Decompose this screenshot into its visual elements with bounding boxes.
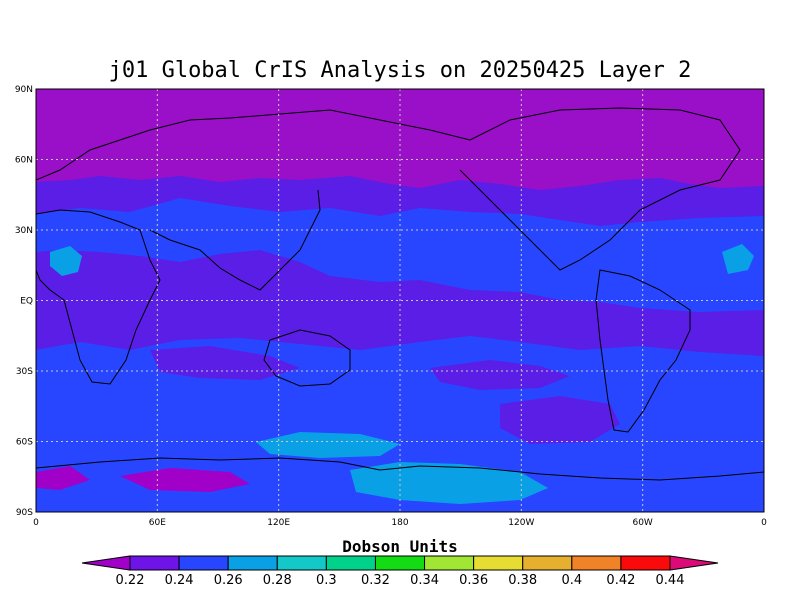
latitude-label: 30S bbox=[16, 367, 33, 377]
colorbar-swatch bbox=[620, 555, 671, 571]
colorbar-swatch bbox=[473, 555, 524, 571]
colorbar-tick-label: 0.3 bbox=[316, 573, 337, 588]
coastline-north-america bbox=[459, 107, 741, 271]
ozone-region-atlantic-high bbox=[722, 244, 754, 274]
coastline-australia bbox=[263, 329, 351, 387]
map-title: j01 Global CrIS Analysis on 20250425 Lay… bbox=[109, 58, 692, 83]
latitude-label: 90S bbox=[16, 508, 33, 518]
longitude-labels: 0 60E 120E 180 120W 60W 0 bbox=[33, 518, 767, 528]
ozone-region-africa-high bbox=[50, 246, 82, 276]
longitude-label: 120E bbox=[267, 518, 290, 528]
coastline-asia-south bbox=[149, 189, 321, 291]
longitude-label: 0 bbox=[761, 518, 767, 528]
longitude-label: 60E bbox=[149, 518, 166, 528]
colorbar-tick-label: 0.32 bbox=[361, 573, 390, 588]
coastline-antarctica bbox=[36, 457, 764, 481]
colorbar-low-arrow bbox=[81, 555, 131, 571]
map-frame bbox=[35, 88, 765, 513]
ozone-region-antarctic-high bbox=[350, 462, 548, 504]
colorbar-tick-label: 0.38 bbox=[508, 573, 537, 588]
colorbar-swatch bbox=[227, 555, 278, 571]
coastline-eurasia bbox=[36, 109, 471, 181]
colorbar-high-arrow bbox=[669, 555, 719, 571]
colorbar-tick-label: 0.24 bbox=[165, 573, 194, 588]
colorbar-swatch bbox=[424, 555, 475, 571]
colorbar-swatch bbox=[178, 555, 229, 571]
colorbar-unit-label: Dobson Units bbox=[342, 537, 458, 556]
latitude-labels: 90N 60N 30N EQ 30S 60S 90S bbox=[15, 85, 33, 518]
latitude-label: 90N bbox=[15, 85, 33, 95]
colorbar: 0.22 0.24 0.26 0.28 0.3 0.32 0.34 0.36 0.38 0.4 0.… bbox=[81, 555, 719, 588]
coastline-africa bbox=[36, 209, 161, 385]
colorbar-swatch bbox=[522, 555, 573, 571]
colorbar-tick-label: 0.26 bbox=[214, 573, 243, 588]
colorbar-swatch bbox=[129, 555, 180, 571]
ozone-region-magenta-2 bbox=[36, 466, 90, 490]
ozone-region-pacific-low bbox=[430, 360, 570, 390]
colorbar-tick-label: 0.22 bbox=[116, 573, 145, 588]
coastline-south-america bbox=[595, 269, 691, 433]
latitude-label: EQ bbox=[20, 297, 33, 307]
longitude-label: 60W bbox=[632, 518, 652, 528]
colorbar-swatch bbox=[374, 555, 426, 571]
colorbar-tick-label: 0.44 bbox=[656, 573, 685, 588]
ozone-region-southern-ocean-high bbox=[256, 432, 400, 458]
grid-lines bbox=[36, 89, 764, 512]
latitude-label: 60N bbox=[15, 156, 33, 166]
colorbar-swatch bbox=[571, 555, 622, 571]
colorbar-tick-label: 0.28 bbox=[263, 573, 292, 588]
colorbar-swatch bbox=[276, 555, 327, 571]
colorbar-tick-label: 0.34 bbox=[410, 573, 439, 588]
colorbar-swatch bbox=[325, 555, 376, 571]
colorbar-tick-label: 0.4 bbox=[561, 573, 582, 588]
longitude-label: 180 bbox=[391, 518, 408, 528]
colorbar-tick-label: 0.42 bbox=[606, 573, 635, 588]
longitude-label: 120W bbox=[508, 518, 534, 528]
ozone-region-atlantic-low bbox=[500, 396, 620, 444]
ozone-region-magenta-1 bbox=[120, 468, 250, 492]
coastlines bbox=[36, 107, 764, 481]
longitude-label: 0 bbox=[33, 518, 39, 528]
colorbar-tick-label: 0.36 bbox=[459, 573, 488, 588]
latitude-label: 30N bbox=[15, 226, 33, 236]
latitude-label: 60S bbox=[16, 438, 33, 448]
